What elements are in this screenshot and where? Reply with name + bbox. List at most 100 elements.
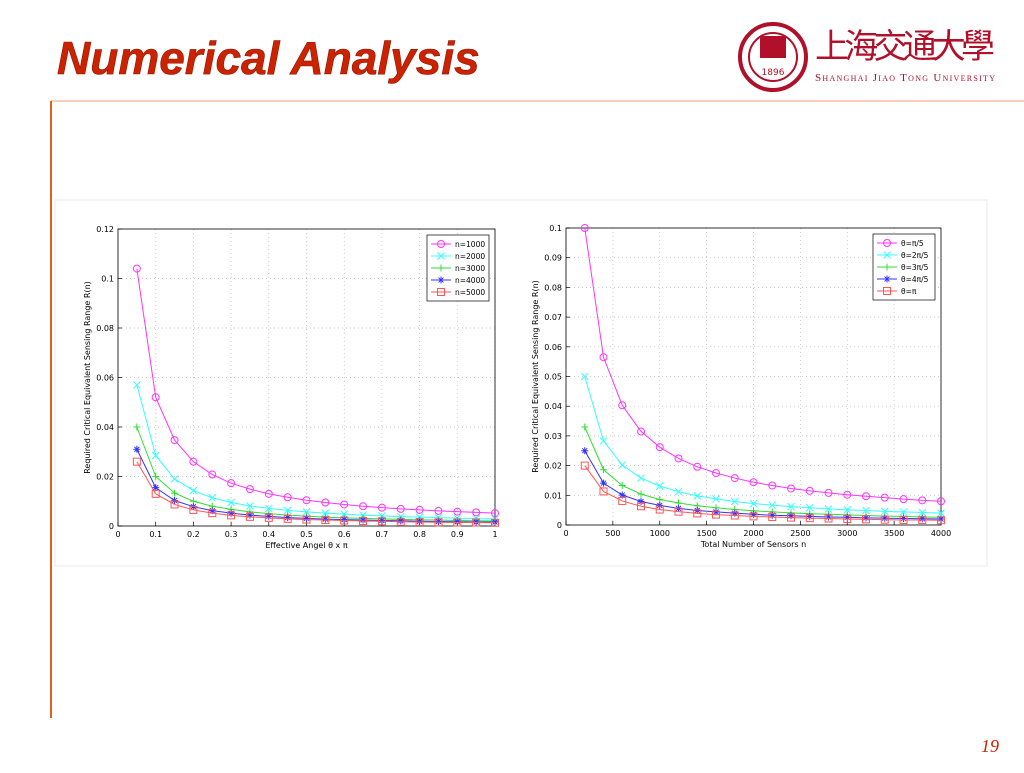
legend-label: θ=3π/5 [901,263,929,272]
marker [749,478,758,487]
marker [245,512,254,521]
marker [637,502,645,511]
marker [132,381,141,389]
marker [843,515,852,524]
marker [730,497,739,506]
x-tick-label: 0.4 [262,530,275,539]
marker [749,512,758,521]
marker [340,516,348,524]
plot-frame [117,228,496,527]
marker [655,443,664,452]
marker [655,482,664,490]
marker [731,509,739,517]
y-tick-label: 0.02 [544,462,562,471]
marker [862,514,870,522]
legend-marker [437,240,445,248]
marker [580,461,589,470]
x-tick-label: 3000 [837,529,857,538]
legend-marker [437,252,445,260]
x-tick-label: 0.3 [225,530,238,539]
marker [862,515,870,524]
y-tick-label: 0.12 [96,225,114,234]
plot-frame [565,227,942,526]
marker [151,489,160,498]
marker [359,517,368,526]
marker [580,372,589,381]
marker [730,474,739,483]
y-tick-label: 0 [557,521,562,530]
marker [453,507,462,516]
y-tick-label: 0.04 [544,402,562,411]
marker [416,517,424,525]
marker [321,509,330,517]
logo-english-name: Shanghai Jiao Tong University [815,72,995,84]
marker [600,466,607,474]
page-number: 19 [981,736,999,756]
marker [656,495,664,503]
marker [151,451,160,460]
marker [132,264,141,273]
marker [862,506,870,515]
legend-label: n=5000 [455,288,485,297]
marker [637,490,645,498]
marker [674,454,683,463]
y-tick-label: 0.05 [544,373,562,382]
marker [824,505,833,513]
legend-marker [437,264,445,272]
marker [472,518,481,527]
marker [843,505,852,514]
legend-label: n=1000 [455,240,485,249]
legend-marker [437,288,445,296]
x-tick-label: 0 [115,530,120,539]
x-tick-label: 0.9 [451,530,464,539]
marker [937,509,945,517]
marker [843,513,851,521]
marker [693,462,702,471]
marker [787,513,795,522]
marker [599,487,608,496]
marker [170,500,179,509]
legend-label: θ=2π/5 [901,251,929,260]
marker [227,509,235,517]
logo-chinese-name: 上海交通大學 [815,27,995,67]
marker [712,469,720,478]
marker [580,224,589,232]
marker [881,514,889,522]
marker [749,499,758,508]
marker [415,518,424,527]
marker [377,517,386,526]
x-tick-label: 0.6 [338,530,351,539]
y-tick-label: 0.03 [544,432,562,441]
series-line [136,384,496,520]
marker [618,491,626,499]
y-axis-label: Required Critical Equivalent Sensing Ran… [531,280,540,473]
marker [768,512,777,521]
legend-marker [883,239,891,247]
marker [284,514,292,522]
logo-emblem-ring [748,32,798,82]
marker [302,508,311,516]
marker [434,518,443,527]
marker [937,515,945,523]
marker [133,445,141,453]
x-tick-label: 0 [563,529,568,538]
legend-marker [883,275,891,283]
marker [227,511,236,520]
x-tick-label: 1500 [696,529,716,538]
marker [434,518,442,526]
marker [491,518,499,526]
marker [805,514,814,523]
marker [208,493,217,502]
x-tick-label: 2500 [790,529,810,538]
logo: 1896 上海交通大學 Shanghai Jiao Tong Universit… [738,22,995,92]
marker [693,492,702,500]
marker [491,509,499,518]
marker [152,484,160,492]
marker [637,474,645,482]
marker [321,516,330,525]
marker [750,510,757,518]
marker [899,495,908,504]
marker [378,517,386,525]
marker [656,501,664,509]
